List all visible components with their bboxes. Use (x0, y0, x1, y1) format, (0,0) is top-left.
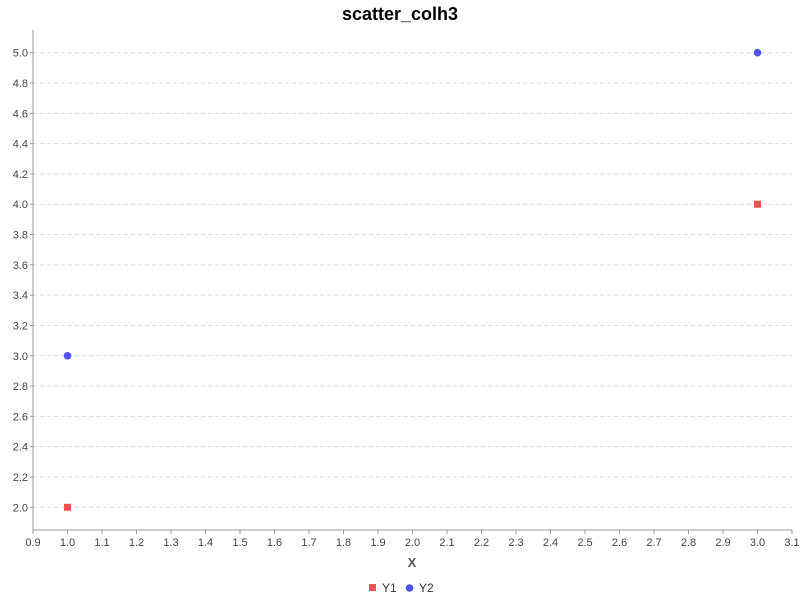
y-tick-label: 2.0 (13, 502, 28, 514)
legend-label: Y2 (419, 581, 434, 595)
x-tick-label: 2.5 (577, 537, 592, 549)
y-tick-label: 3.2 (13, 320, 28, 332)
legend-item-y2: Y2 (405, 581, 434, 595)
tick-labels: 2.0 2.2 2.4 2.6 2.8 3.0 3.2 3.4 3.6 3.8 4.0 4.2 4.4 4… (13, 48, 800, 549)
data-point-y2 (63, 351, 72, 360)
legend-item-y1: Y1 (369, 581, 397, 595)
y-tick-label: 3.6 (13, 260, 28, 272)
x-tick-label: 1.9 (370, 537, 385, 549)
x-tick-label: 3.1 (784, 537, 799, 549)
x-tick-label: 2.7 (646, 537, 661, 549)
x-tick-label: 1.8 (336, 537, 351, 549)
legend-label: Y1 (382, 581, 397, 595)
x-tick-label: 2.2 (474, 537, 489, 549)
x-tick-label: 1.1 (94, 537, 109, 549)
x-tick-label: 2.6 (612, 537, 627, 549)
data-point-y2 (753, 48, 762, 57)
x-tick-label: 2.4 (543, 537, 558, 549)
y-tick-label: 3.4 (13, 290, 28, 302)
x-tick-label: 2.8 (681, 537, 696, 549)
legend-square-icon (369, 584, 376, 591)
legend: Y1 Y2 (369, 581, 434, 595)
data-points (63, 48, 762, 511)
y-tick-label: 4.2 (13, 169, 28, 181)
x-tick-label: 1.4 (198, 537, 213, 549)
data-point-y1 (754, 200, 761, 208)
y-tick-label: 3.8 (13, 230, 28, 242)
data-point-y1 (64, 503, 71, 511)
x-axis-label: X (408, 555, 417, 570)
x-tick-label: 1.5 (232, 537, 247, 549)
axes (30, 30, 793, 534)
x-tick-label: 1.2 (129, 537, 144, 549)
x-tick-label: 2.9 (715, 537, 730, 549)
x-tick-label: 2.1 (439, 537, 454, 549)
x-tick-label: 3.0 (750, 537, 765, 549)
x-tick-label: 1.3 (163, 537, 178, 549)
y-tick-label: 4.0 (13, 199, 28, 211)
y-tick-label: 3.0 (13, 351, 28, 363)
y-tick-label: 4.4 (13, 139, 28, 151)
y-tick-label: 4.6 (13, 108, 28, 120)
x-tick-label: 2.0 (405, 537, 420, 549)
y-tick-label: 2.6 (13, 411, 28, 423)
y-tick-label: 5.0 (13, 48, 28, 60)
legend-circle-icon (405, 584, 414, 592)
x-tick-label: 2.3 (508, 537, 523, 549)
grid (33, 52, 792, 508)
y-tick-label: 2.4 (13, 442, 28, 454)
x-tick-label: 1.0 (60, 537, 75, 549)
x-tick-label: 1.6 (267, 537, 282, 549)
y-tick-label: 2.8 (13, 381, 28, 393)
y-tick-label: 2.2 (13, 472, 28, 484)
chart-title: scatter_colh3 (342, 4, 458, 24)
y-tick-label: 4.8 (13, 78, 28, 90)
x-tick-label: 1.7 (301, 537, 316, 549)
x-tick-label: 0.9 (25, 537, 40, 549)
